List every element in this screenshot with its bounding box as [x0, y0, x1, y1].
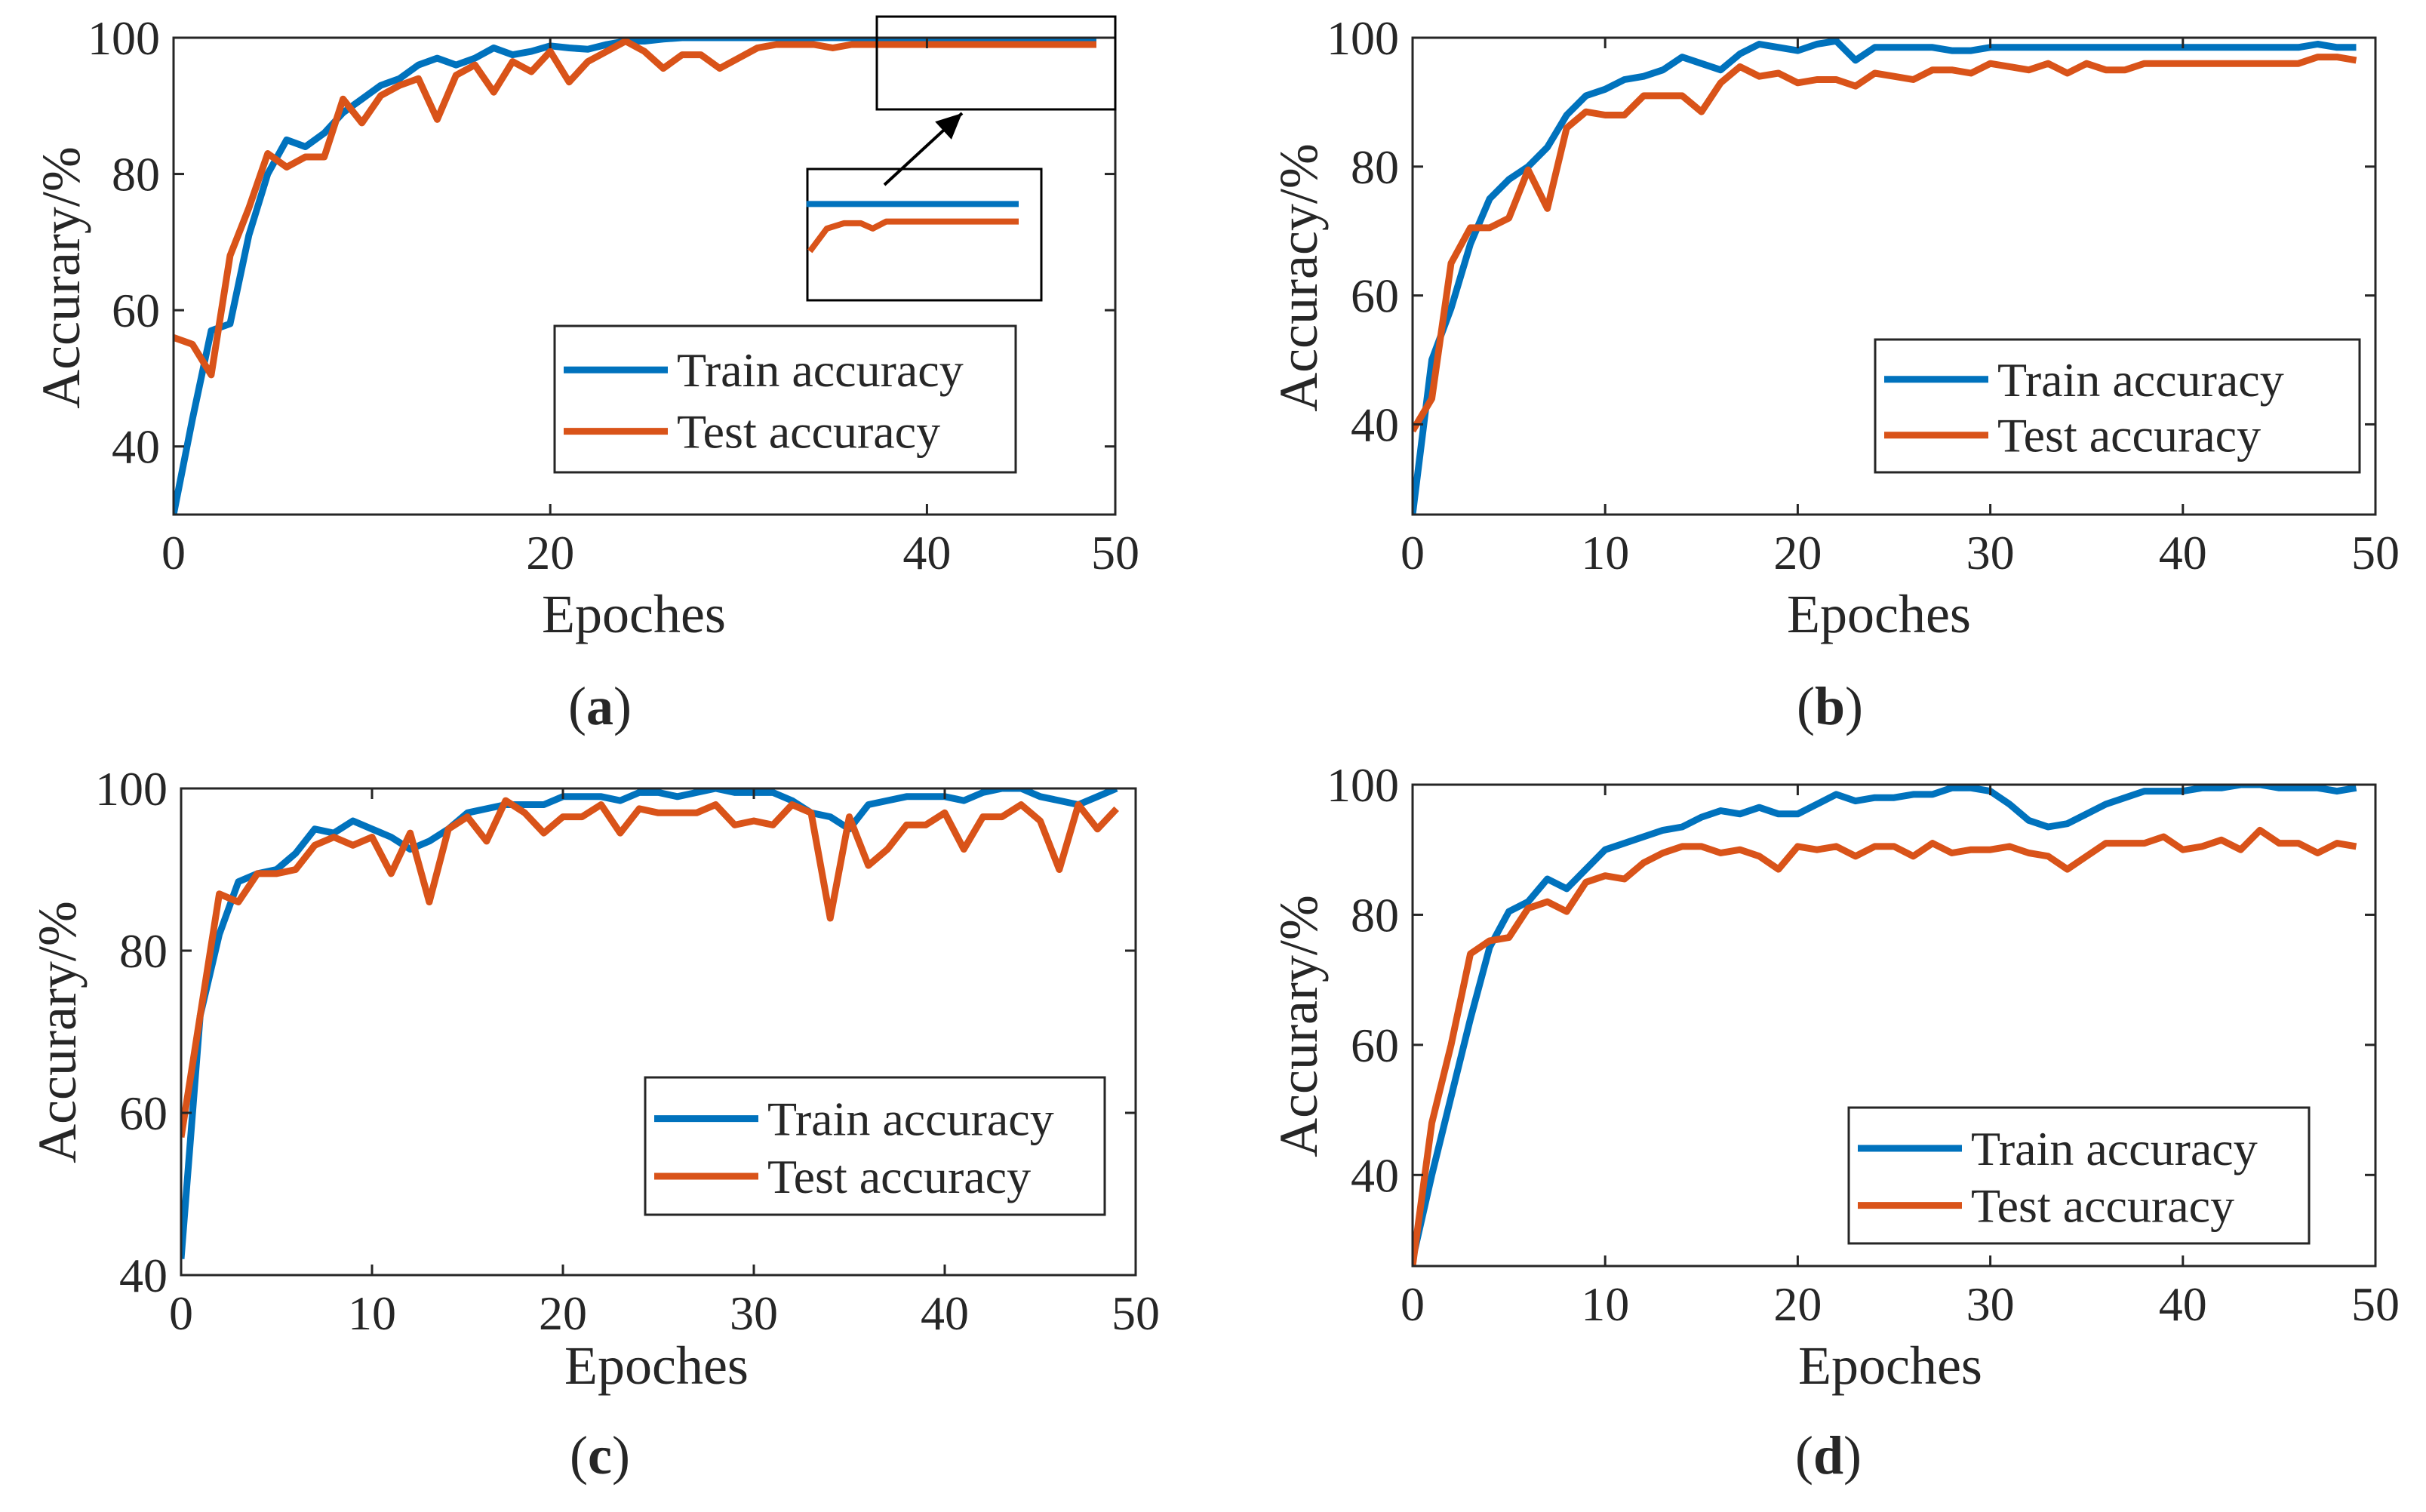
- axes-frame: [172, 36, 1117, 516]
- panel-letter: a: [586, 676, 613, 736]
- panel-c: 0 10 20 30 40 50 40 60 80 100 Epoches Accurary/% Tra…: [27, 762, 1160, 1486]
- y-tick-label: 100: [1327, 11, 1399, 65]
- x-tick-label: 20: [1773, 526, 1822, 579]
- y-tick-label: 40: [119, 1249, 168, 1302]
- panel-label: (c): [570, 1425, 630, 1486]
- y-axis-label: Accurary/%: [1268, 895, 1329, 1157]
- y-tick-label: 100: [88, 11, 160, 65]
- y-tick-label: 100: [95, 762, 168, 816]
- test-accuracy-line: [181, 797, 1119, 1138]
- train-accuracy-line: [1413, 785, 2357, 1261]
- x-tick-label: 40: [921, 1286, 969, 1340]
- train-accuracy-line: [181, 788, 1118, 1259]
- y-tick-label: 60: [119, 1086, 168, 1140]
- y-tick-label: 40: [1351, 398, 1399, 451]
- y-axis-label: Accurary/%: [27, 901, 88, 1163]
- x-tick-label: 0: [161, 526, 186, 579]
- test-legend-label: Test accuracy: [1997, 409, 2261, 463]
- x-tick-label: 30: [730, 1286, 778, 1340]
- x-axis-label: Epoches: [564, 1335, 749, 1396]
- x-tick-label: 30: [1966, 1277, 2015, 1331]
- y-tick-label: 80: [112, 148, 160, 201]
- test-accuracy-line: [174, 38, 1096, 379]
- test-accuracy-line: [1413, 54, 2357, 433]
- train-legend-label: Train accuracy: [1997, 353, 2284, 407]
- x-tick-label: 50: [1091, 526, 1139, 579]
- x-tick-label: 40: [2159, 1277, 2207, 1331]
- train-legend-label: Train accuracy: [1971, 1122, 2258, 1175]
- inset-box: [806, 167, 1043, 302]
- x-tick-label: 0: [169, 1286, 193, 1340]
- panel-d: 0 10 20 30 40 50 40 60 80 100 Epoches Accurary/% Tra…: [1268, 758, 2400, 1486]
- legend-box: [553, 324, 1017, 474]
- train-legend-label: Train accuracy: [677, 343, 964, 397]
- axes-frame: [1411, 783, 2377, 1268]
- y-tick-label: 60: [112, 284, 160, 337]
- test-legend-label: Test accuracy: [767, 1150, 1031, 1203]
- y-tick-label: 80: [1351, 140, 1399, 194]
- test-accuracy-line: [1413, 826, 2357, 1266]
- x-tick-label: 20: [1773, 1277, 1822, 1331]
- panel-b: 0 10 20 30 40 50 40 60 80 100 Epoches Accuracy/% Tra…: [1268, 11, 2400, 736]
- legend-box: [1847, 1106, 2311, 1245]
- x-axis-label: Epoches: [1787, 584, 1971, 644]
- y-tick-label: 60: [1351, 269, 1399, 323]
- x-tick-label: 10: [1581, 1277, 1629, 1331]
- inset-test-line: [807, 218, 1019, 254]
- x-tick-label: 20: [526, 526, 574, 579]
- x-tick-label: 50: [2351, 526, 2400, 579]
- axes-frame: [1411, 36, 2377, 516]
- x-axis-label: Epoches: [1798, 1335, 1982, 1396]
- x-tick-label: 20: [539, 1286, 587, 1340]
- panel-label: (d): [1795, 1425, 1862, 1486]
- x-tick-label: 0: [1401, 1277, 1425, 1331]
- y-tick-label: 100: [1327, 758, 1399, 812]
- test-legend-label: Test accuracy: [1971, 1179, 2234, 1233]
- x-axis-label: Epoches: [542, 584, 726, 644]
- test-legend-label: Test accuracy: [677, 405, 940, 459]
- axes-frame: [180, 787, 1137, 1277]
- x-tick-label: 0: [1401, 526, 1425, 579]
- panel-letter: d: [1813, 1425, 1843, 1486]
- train-accuracy-line: [174, 38, 1096, 515]
- panel-letter: b: [1815, 676, 1845, 736]
- y-tick-label: 60: [1351, 1019, 1399, 1072]
- legend: Train accuracy Test accuracy: [553, 324, 1017, 474]
- x-tick-label: 50: [2351, 1277, 2400, 1331]
- panel-label: (b): [1797, 676, 1863, 736]
- x-tick-label: 10: [1581, 526, 1629, 579]
- legend-box: [644, 1076, 1106, 1216]
- y-tick-label: 80: [119, 924, 168, 978]
- train-legend-label: Train accuracy: [767, 1093, 1054, 1146]
- zoom-region-box: [875, 15, 1117, 111]
- x-tick-label: 30: [1966, 526, 2015, 579]
- x-tick-label: 50: [1112, 1286, 1160, 1340]
- y-tick-label: 40: [112, 420, 160, 474]
- y-axis-label: Accurary/%: [31, 146, 91, 409]
- panel-label: (a): [568, 676, 632, 736]
- legend-box: [1874, 338, 2361, 474]
- y-tick-label: 40: [1351, 1148, 1399, 1202]
- zoom-arrow-head: [935, 113, 962, 140]
- x-tick-label: 40: [2159, 526, 2207, 579]
- x-tick-label: 10: [348, 1286, 396, 1340]
- y-tick-label: 80: [1351, 888, 1399, 942]
- panel-a: 0 20 40 50 40 60 80 100 Epoches Accurary/% Train a…: [31, 11, 1139, 736]
- x-tick-label: 40: [902, 526, 951, 579]
- panel-letter: c: [588, 1425, 612, 1486]
- y-axis-label: Accuracy/%: [1268, 143, 1329, 412]
- train-accuracy-line: [1413, 38, 2357, 515]
